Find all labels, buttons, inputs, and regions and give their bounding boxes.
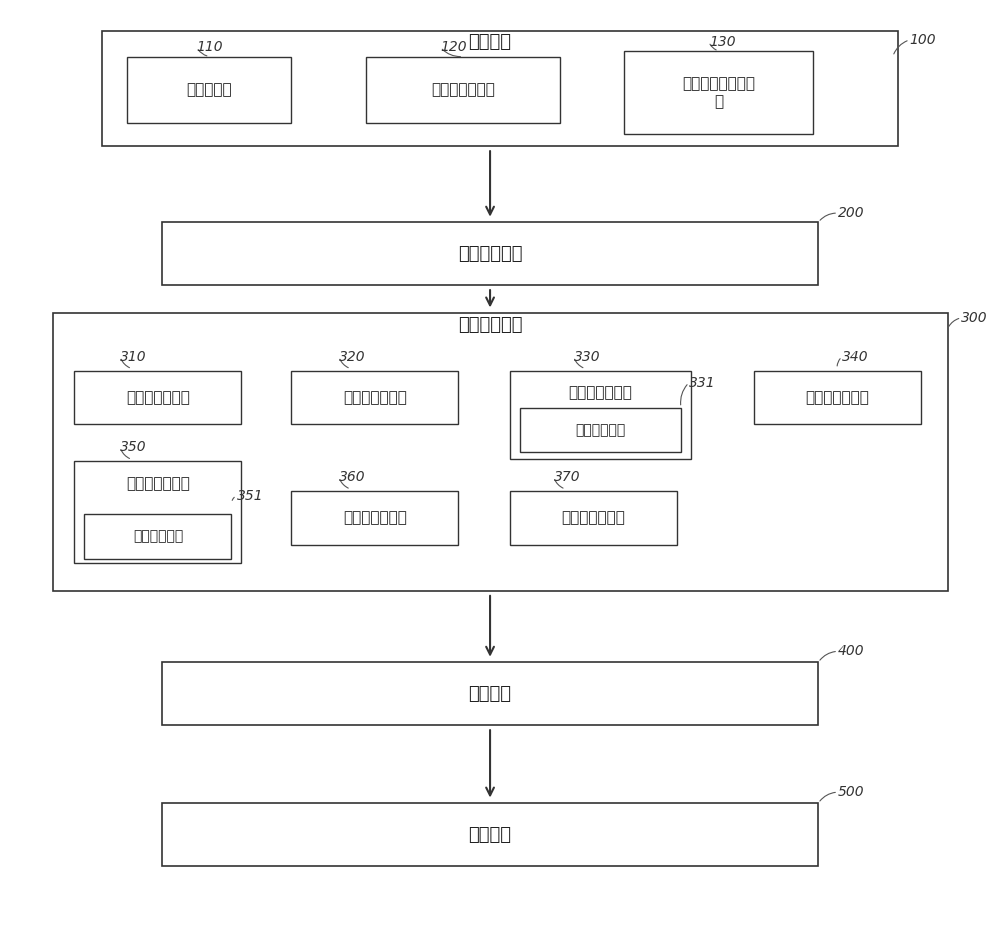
Text: 331: 331 [689, 376, 716, 390]
Text: 300: 300 [961, 310, 988, 324]
Text: 400: 400 [838, 644, 865, 658]
Text: 350: 350 [120, 441, 147, 455]
Text: 351: 351 [236, 488, 263, 502]
Text: 310: 310 [120, 350, 147, 363]
Text: 200: 200 [838, 206, 865, 220]
Text: 130: 130 [709, 34, 735, 48]
Text: 120: 120 [440, 40, 467, 54]
FancyBboxPatch shape [510, 491, 677, 544]
Text: 第一执行单元: 第一执行单元 [575, 423, 626, 437]
FancyBboxPatch shape [520, 407, 681, 452]
Text: 第二执行单元: 第二执行单元 [133, 529, 183, 543]
FancyBboxPatch shape [102, 31, 898, 146]
Text: 第六执行子模块: 第六执行子模块 [343, 511, 407, 526]
Text: 第二执行模块: 第二执行模块 [458, 316, 522, 335]
Text: 切换成本计算子模
块: 切换成本计算子模 块 [682, 76, 755, 109]
FancyBboxPatch shape [510, 371, 691, 459]
FancyBboxPatch shape [754, 371, 921, 424]
Text: 360: 360 [339, 470, 366, 484]
FancyBboxPatch shape [366, 57, 560, 123]
Text: 权重分配子模块: 权重分配子模块 [431, 82, 495, 97]
Text: 读取子模块: 读取子模块 [186, 82, 232, 97]
FancyBboxPatch shape [74, 371, 241, 424]
FancyBboxPatch shape [291, 371, 458, 424]
FancyBboxPatch shape [53, 313, 948, 591]
Text: 第七执行子模块: 第七执行子模块 [562, 511, 625, 526]
Text: 第三执行子模块: 第三执行子模块 [569, 386, 632, 401]
FancyBboxPatch shape [291, 491, 458, 544]
FancyBboxPatch shape [127, 57, 291, 123]
FancyBboxPatch shape [162, 663, 818, 725]
FancyBboxPatch shape [74, 461, 241, 563]
Text: 确定模块: 确定模块 [469, 826, 512, 843]
FancyBboxPatch shape [162, 223, 818, 285]
Text: 330: 330 [574, 350, 600, 363]
Text: 340: 340 [842, 350, 869, 363]
Text: 500: 500 [838, 785, 865, 799]
Text: 370: 370 [554, 470, 580, 484]
Text: 设置模块: 设置模块 [469, 685, 512, 703]
Text: 320: 320 [339, 350, 366, 363]
FancyBboxPatch shape [624, 51, 813, 134]
Text: 第四执行子模块: 第四执行子模块 [805, 390, 869, 404]
FancyBboxPatch shape [162, 803, 818, 866]
Text: 读取模块: 读取模块 [469, 33, 512, 50]
Text: 110: 110 [197, 40, 223, 54]
Text: 第一执行子模块: 第一执行子模块 [126, 390, 190, 404]
FancyBboxPatch shape [84, 514, 231, 558]
Text: 第一执行模块: 第一执行模块 [458, 245, 522, 263]
Text: 第五执行子模块: 第五执行子模块 [126, 476, 190, 491]
Text: 100: 100 [910, 33, 936, 47]
Text: 第二执行子模块: 第二执行子模块 [343, 390, 407, 404]
